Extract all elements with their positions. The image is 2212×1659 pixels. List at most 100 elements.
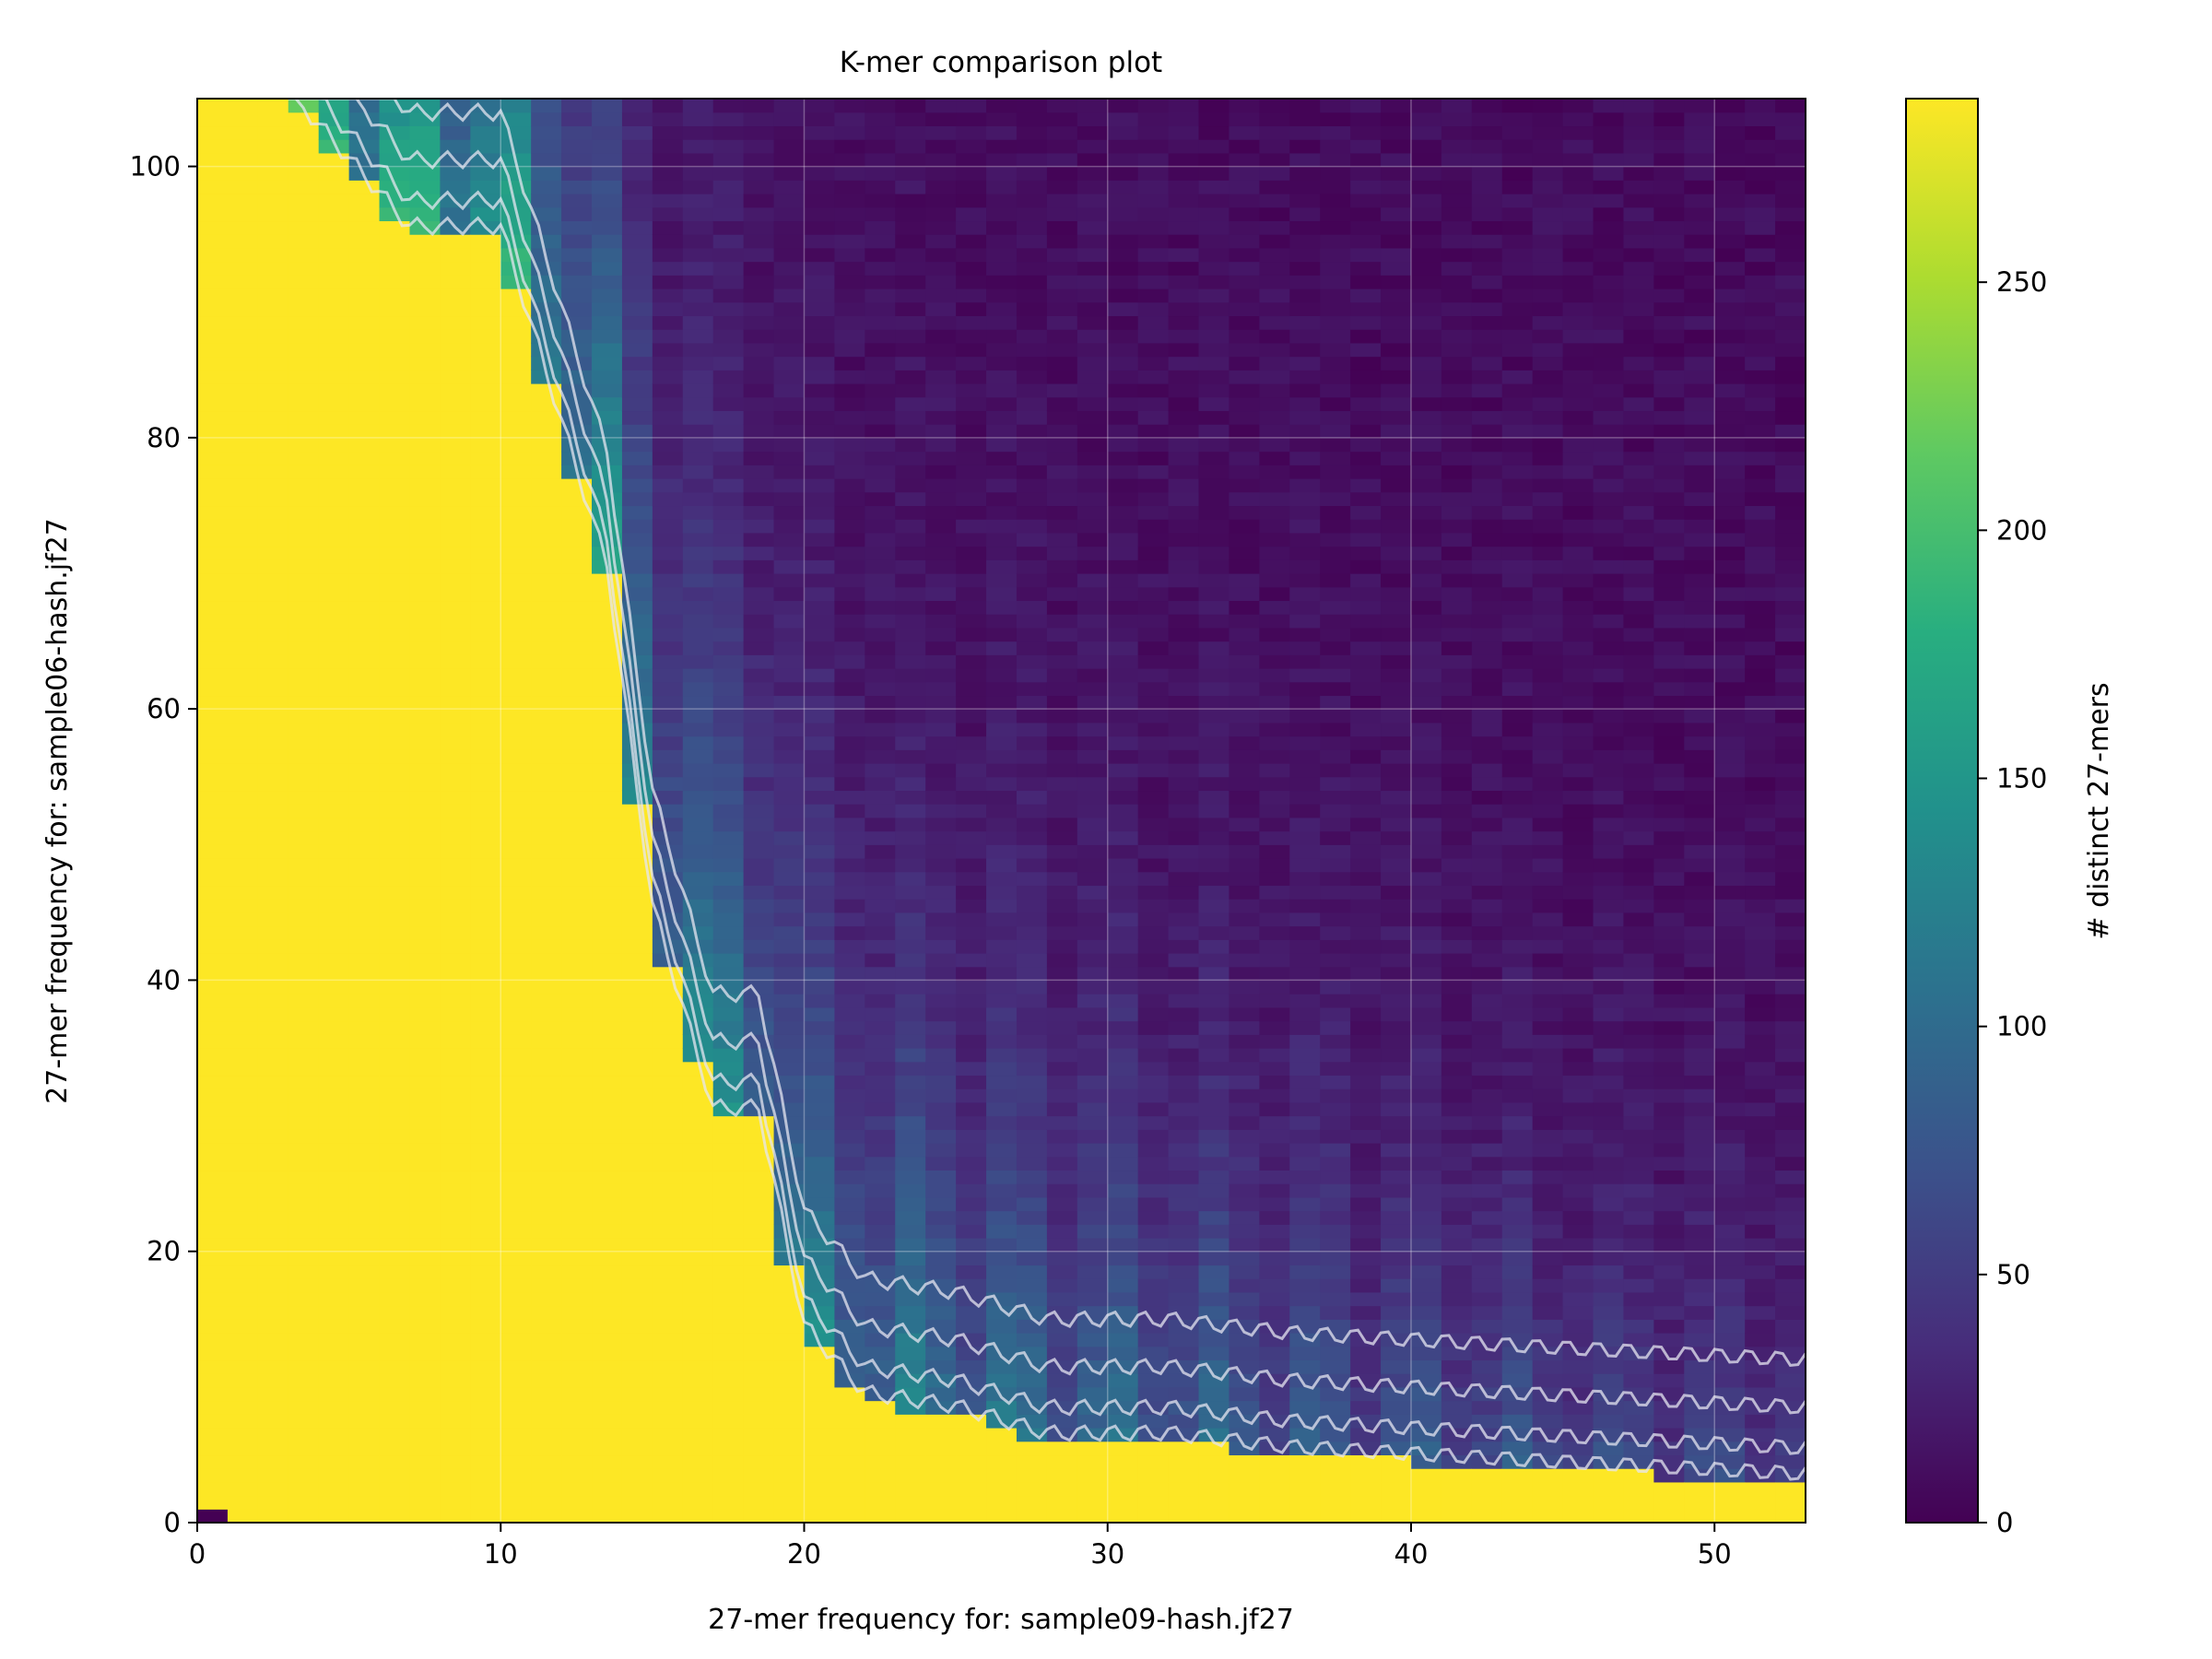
heatmap-cell bbox=[197, 1224, 229, 1239]
heatmap-cell bbox=[1381, 1305, 1412, 1320]
heatmap-cell bbox=[257, 275, 289, 289]
heatmap-cell bbox=[1320, 1509, 1351, 1523]
heatmap-cell bbox=[531, 437, 562, 453]
heatmap-cell bbox=[1441, 1129, 1473, 1144]
heatmap-cell bbox=[804, 1048, 836, 1063]
heatmap-cell bbox=[1046, 112, 1078, 127]
heatmap-cell bbox=[531, 220, 562, 235]
heatmap-cell bbox=[1593, 1101, 1625, 1117]
heatmap-cell bbox=[1532, 1196, 1564, 1212]
heatmap-cell bbox=[288, 465, 320, 479]
heatmap-cell bbox=[257, 709, 289, 724]
heatmap-cell bbox=[318, 844, 350, 859]
heatmap-cell bbox=[895, 654, 926, 669]
heatmap-cell bbox=[986, 1251, 1018, 1266]
heatmap-cell bbox=[1077, 871, 1109, 887]
heatmap-cell bbox=[1077, 776, 1109, 792]
heatmap-cell bbox=[1410, 1156, 1442, 1171]
heatmap-cell bbox=[1229, 1075, 1260, 1089]
heatmap-cell bbox=[379, 1441, 411, 1456]
heatmap-cell bbox=[743, 99, 775, 113]
heatmap-cell bbox=[682, 1278, 714, 1293]
heatmap-cell bbox=[712, 180, 745, 194]
heatmap-cell bbox=[348, 912, 381, 927]
heatmap-cell bbox=[288, 776, 320, 792]
heatmap-cell bbox=[470, 1428, 501, 1442]
heatmap-cell bbox=[1168, 206, 1200, 222]
heatmap-cell bbox=[621, 491, 653, 507]
heatmap-cell bbox=[1410, 939, 1442, 954]
heatmap-cell bbox=[1410, 1238, 1442, 1253]
heatmap-cell bbox=[1381, 288, 1412, 303]
heatmap-cell bbox=[1016, 1495, 1048, 1510]
heatmap-cell bbox=[804, 1454, 836, 1469]
heatmap-cell bbox=[531, 844, 562, 859]
heatmap-cell bbox=[409, 491, 441, 507]
heatmap-cell bbox=[1016, 573, 1048, 588]
heatmap-cell bbox=[1562, 546, 1594, 560]
heatmap-cell bbox=[440, 1088, 471, 1103]
heatmap-cell bbox=[1077, 912, 1109, 927]
heatmap-cell bbox=[348, 654, 381, 669]
heatmap-cell bbox=[592, 478, 623, 493]
heatmap-cell bbox=[1532, 804, 1564, 818]
heatmap-cell bbox=[257, 1156, 289, 1171]
heatmap-cell bbox=[1441, 1156, 1473, 1171]
heatmap-cell bbox=[1259, 980, 1290, 994]
heatmap-cell bbox=[1501, 1088, 1534, 1103]
heatmap-cell bbox=[318, 288, 350, 303]
heatmap-cell bbox=[197, 546, 229, 560]
heatmap-cell bbox=[1320, 641, 1351, 655]
heatmap-cell bbox=[1289, 1238, 1321, 1253]
heatmap-cell bbox=[925, 1238, 957, 1253]
heatmap-cell bbox=[1137, 275, 1170, 289]
heatmap-cell bbox=[1471, 776, 1503, 792]
heatmap-cell bbox=[804, 112, 836, 127]
heatmap-cell bbox=[773, 817, 806, 832]
heatmap-cell bbox=[773, 830, 806, 845]
heatmap-cell bbox=[956, 899, 987, 913]
heatmap-cell bbox=[804, 1265, 836, 1279]
heatmap-cell bbox=[986, 912, 1018, 927]
heatmap-cell bbox=[925, 654, 957, 669]
heatmap-cell bbox=[773, 329, 806, 344]
heatmap-cell bbox=[865, 139, 896, 154]
heatmap-cell bbox=[865, 1115, 896, 1130]
heatmap-cell bbox=[1410, 247, 1442, 263]
heatmap-cell bbox=[895, 315, 926, 330]
heatmap-cell bbox=[895, 668, 926, 683]
heatmap-cell bbox=[500, 194, 532, 208]
heatmap-cell bbox=[1320, 383, 1351, 398]
heatmap-cell bbox=[561, 830, 593, 845]
heatmap-cell bbox=[500, 261, 532, 276]
heatmap-cell bbox=[197, 1210, 229, 1225]
heatmap-cell bbox=[895, 1441, 926, 1456]
heatmap-cell bbox=[1229, 1265, 1260, 1279]
heatmap-cell bbox=[531, 573, 562, 588]
heatmap-cell bbox=[288, 410, 320, 425]
heatmap-cell bbox=[409, 1156, 441, 1171]
heatmap-cell bbox=[197, 275, 229, 289]
heatmap-cell bbox=[1198, 925, 1230, 940]
heatmap-cell bbox=[895, 844, 926, 859]
heatmap-cell bbox=[1562, 695, 1594, 710]
heatmap-cell bbox=[197, 383, 229, 398]
heatmap-cell bbox=[652, 1291, 684, 1307]
heatmap-cell bbox=[1593, 1075, 1625, 1089]
heatmap-cell bbox=[1441, 790, 1473, 805]
heatmap-cell bbox=[1198, 573, 1230, 588]
heatmap-cell bbox=[318, 152, 350, 168]
heatmap-cell bbox=[227, 396, 259, 412]
heatmap-cell bbox=[1046, 668, 1078, 683]
heatmap-cell bbox=[956, 1183, 987, 1198]
heatmap-cell bbox=[318, 261, 350, 276]
heatmap-cell bbox=[621, 370, 653, 384]
heatmap-cell bbox=[592, 817, 623, 832]
heatmap-cell bbox=[227, 451, 259, 465]
heatmap-cell bbox=[1501, 1495, 1534, 1510]
heatmap-cell bbox=[1168, 681, 1200, 697]
heatmap-cell bbox=[1350, 925, 1382, 940]
heatmap-cell bbox=[288, 1278, 320, 1293]
heatmap-cell bbox=[318, 451, 350, 465]
heatmap-cell bbox=[1471, 1196, 1503, 1212]
